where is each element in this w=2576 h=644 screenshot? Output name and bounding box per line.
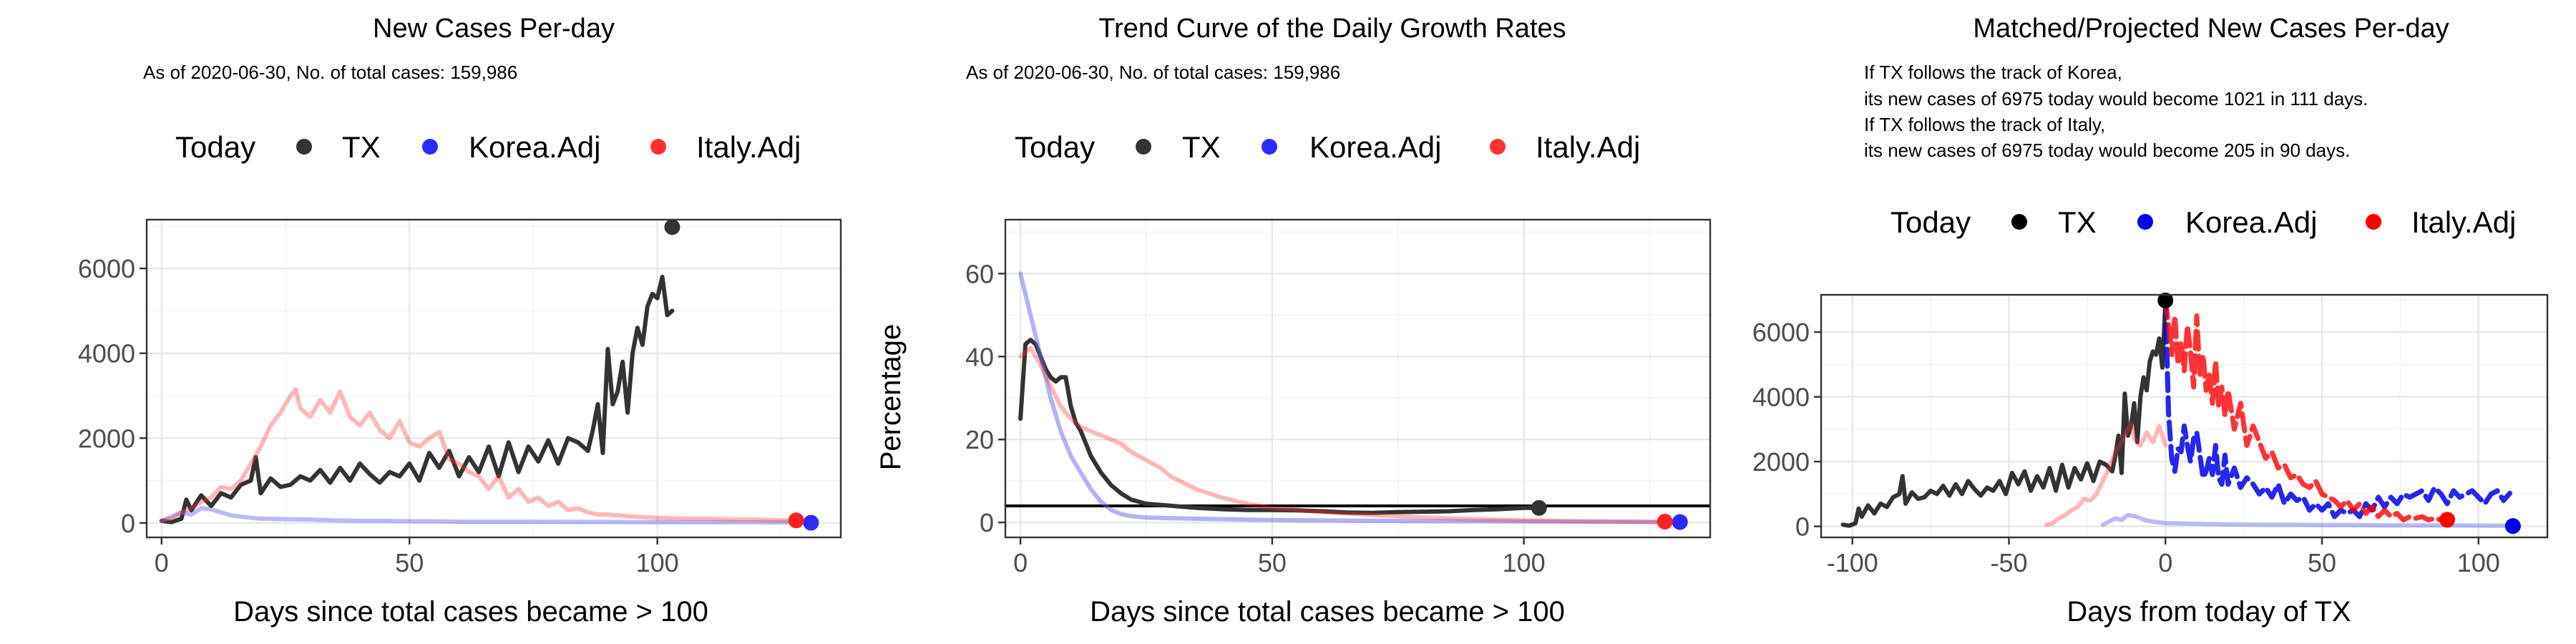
- series-line: [159, 506, 809, 525]
- plot-area: -100 -50 0 50 100 0 2000 4000 6000: [1752, 292, 2549, 577]
- series-line: [1018, 346, 1667, 525]
- x-tick-label: 100: [1503, 548, 1546, 577]
- series-line: [2162, 298, 2512, 519]
- legend: Today TX Korea.Adj Italy.Adj: [1890, 205, 2516, 239]
- chart-title: Trend Curve of the Daily Growth Rates: [1098, 14, 1566, 44]
- y-tick-label: 2000: [1752, 447, 1810, 477]
- x-axis-label: Days since total cases became > 100: [233, 596, 708, 628]
- y-axis-label: Percentage: [875, 324, 907, 471]
- y-tick-label: 0: [121, 509, 135, 538]
- legend-title: Today: [175, 130, 255, 164]
- series-line: [1840, 298, 2168, 528]
- legend-label-korea: Korea.Adj: [469, 130, 600, 164]
- x-tick-label: 0: [1013, 548, 1028, 577]
- x-tick-label: 50: [1258, 548, 1287, 577]
- x-tick-label: 0: [155, 548, 169, 577]
- legend-label-korea: Korea.Adj: [1309, 130, 1441, 164]
- chart-subtitle: As of 2020-06-30, No. of total cases: 15…: [143, 62, 517, 83]
- legend-label-italy: Italy.Adj: [696, 130, 801, 164]
- y-tick-label: 0: [980, 508, 994, 537]
- series-line: [1018, 338, 1541, 515]
- plot-background: [1005, 220, 1710, 537]
- x-tick-label: 50: [2308, 548, 2336, 577]
- data-point: [1657, 513, 1673, 530]
- y-tick-label: 0: [1795, 512, 1810, 542]
- legend-key-korea: [2137, 214, 2153, 230]
- legend-key-tx: [296, 139, 312, 155]
- legend-key-korea: [1262, 139, 1277, 155]
- series-line: [159, 387, 799, 523]
- panel-growth-rates: Trend Curve of the Daily Growth Rates As…: [875, 14, 1712, 628]
- series-line: [2044, 422, 2168, 527]
- x-axis-label: Days from today of TX: [2067, 596, 2351, 628]
- y-tick-label: 4000: [1752, 383, 1810, 412]
- data-point: [1531, 499, 1547, 516]
- panel-projected-cases: Matched/Projected New Cases Per-day If T…: [1752, 14, 2549, 628]
- x-tick-label: -100: [1827, 548, 1878, 577]
- legend-label-tx: TX: [1182, 130, 1221, 164]
- chart-subtitle: If TX follows the track of Korea, its ne…: [1864, 62, 2368, 161]
- x-tick-label: 0: [2158, 548, 2172, 577]
- legend: Today TX Korea.Adj Italy.Adj: [1015, 130, 1640, 164]
- x-axis-label: Days since total cases became > 100: [1090, 596, 1565, 628]
- y-tick-label: 2000: [78, 424, 135, 453]
- x-tick-label: 100: [636, 548, 679, 577]
- plot-frame: [145, 218, 842, 539]
- series-line: [2162, 298, 2450, 523]
- y-tick-label: 60: [965, 259, 994, 288]
- y-tick-label: 4000: [78, 339, 135, 369]
- subtitle-line: If TX follows the track of Italy,: [1864, 114, 2105, 135]
- series-line: [2100, 512, 2512, 528]
- x-tick-label: -50: [1990, 548, 2027, 577]
- data-point: [1672, 514, 1688, 530]
- data-point: [2439, 512, 2455, 528]
- panel-new-cases: New Cases Per-day As of 2020-06-30, No. …: [78, 14, 842, 628]
- legend-title: Today: [1015, 130, 1095, 164]
- legend-label-tx: TX: [342, 130, 381, 164]
- subtitle-line: its new cases of 6975 today would become…: [1864, 88, 2368, 109]
- legend-label-italy: Italy.Adj: [2411, 205, 2516, 239]
- plot-background: [147, 220, 841, 537]
- chart-subtitle: As of 2020-06-30, No. of total cases: 15…: [966, 62, 1340, 83]
- legend-key-italy: [1490, 139, 1506, 155]
- data-point: [803, 514, 819, 531]
- plot-area: 0 50 100 0 2000 4000 6000: [78, 218, 842, 577]
- y-tick-label: 6000: [1752, 318, 1810, 347]
- chart-title: New Cases Per-day: [373, 14, 615, 44]
- x-tick-label: 50: [395, 548, 424, 577]
- y-tick-label: 6000: [78, 254, 135, 283]
- y-tick-label: 40: [965, 342, 994, 371]
- legend-key-italy: [2366, 214, 2381, 230]
- legend-key-korea: [422, 139, 438, 155]
- plot-frame: [1820, 293, 2549, 539]
- data-point: [2157, 292, 2174, 308]
- y-tick-label: 20: [965, 425, 994, 454]
- subtitle-line: its new cases of 6975 today would become…: [1864, 140, 2350, 161]
- x-tick-label: 100: [2457, 548, 2500, 577]
- legend-key-italy: [650, 139, 666, 155]
- legend-key-tx: [1136, 139, 1151, 155]
- data-point: [664, 219, 680, 235]
- series-line: [159, 275, 675, 525]
- plot-frame: [1004, 218, 1712, 539]
- legend-title: Today: [1890, 205, 1971, 239]
- data-point: [788, 512, 804, 529]
- legend-label-korea: Korea.Adj: [2185, 205, 2317, 239]
- legend: Today TX Korea.Adj Italy.Adj: [175, 130, 801, 164]
- plot-area: 0 50 100 0 20 40 60: [965, 218, 1712, 577]
- subtitle-line: If TX follows the track of Korea,: [1864, 62, 2122, 83]
- chart-title: Matched/Projected New Cases Per-day: [1973, 14, 2449, 44]
- legend-key-tx: [2011, 214, 2027, 230]
- data-point: [2504, 518, 2521, 535]
- series-line: [1018, 271, 1677, 525]
- legend-label-tx: TX: [2058, 205, 2097, 239]
- legend-label-italy: Italy.Adj: [1536, 130, 1640, 164]
